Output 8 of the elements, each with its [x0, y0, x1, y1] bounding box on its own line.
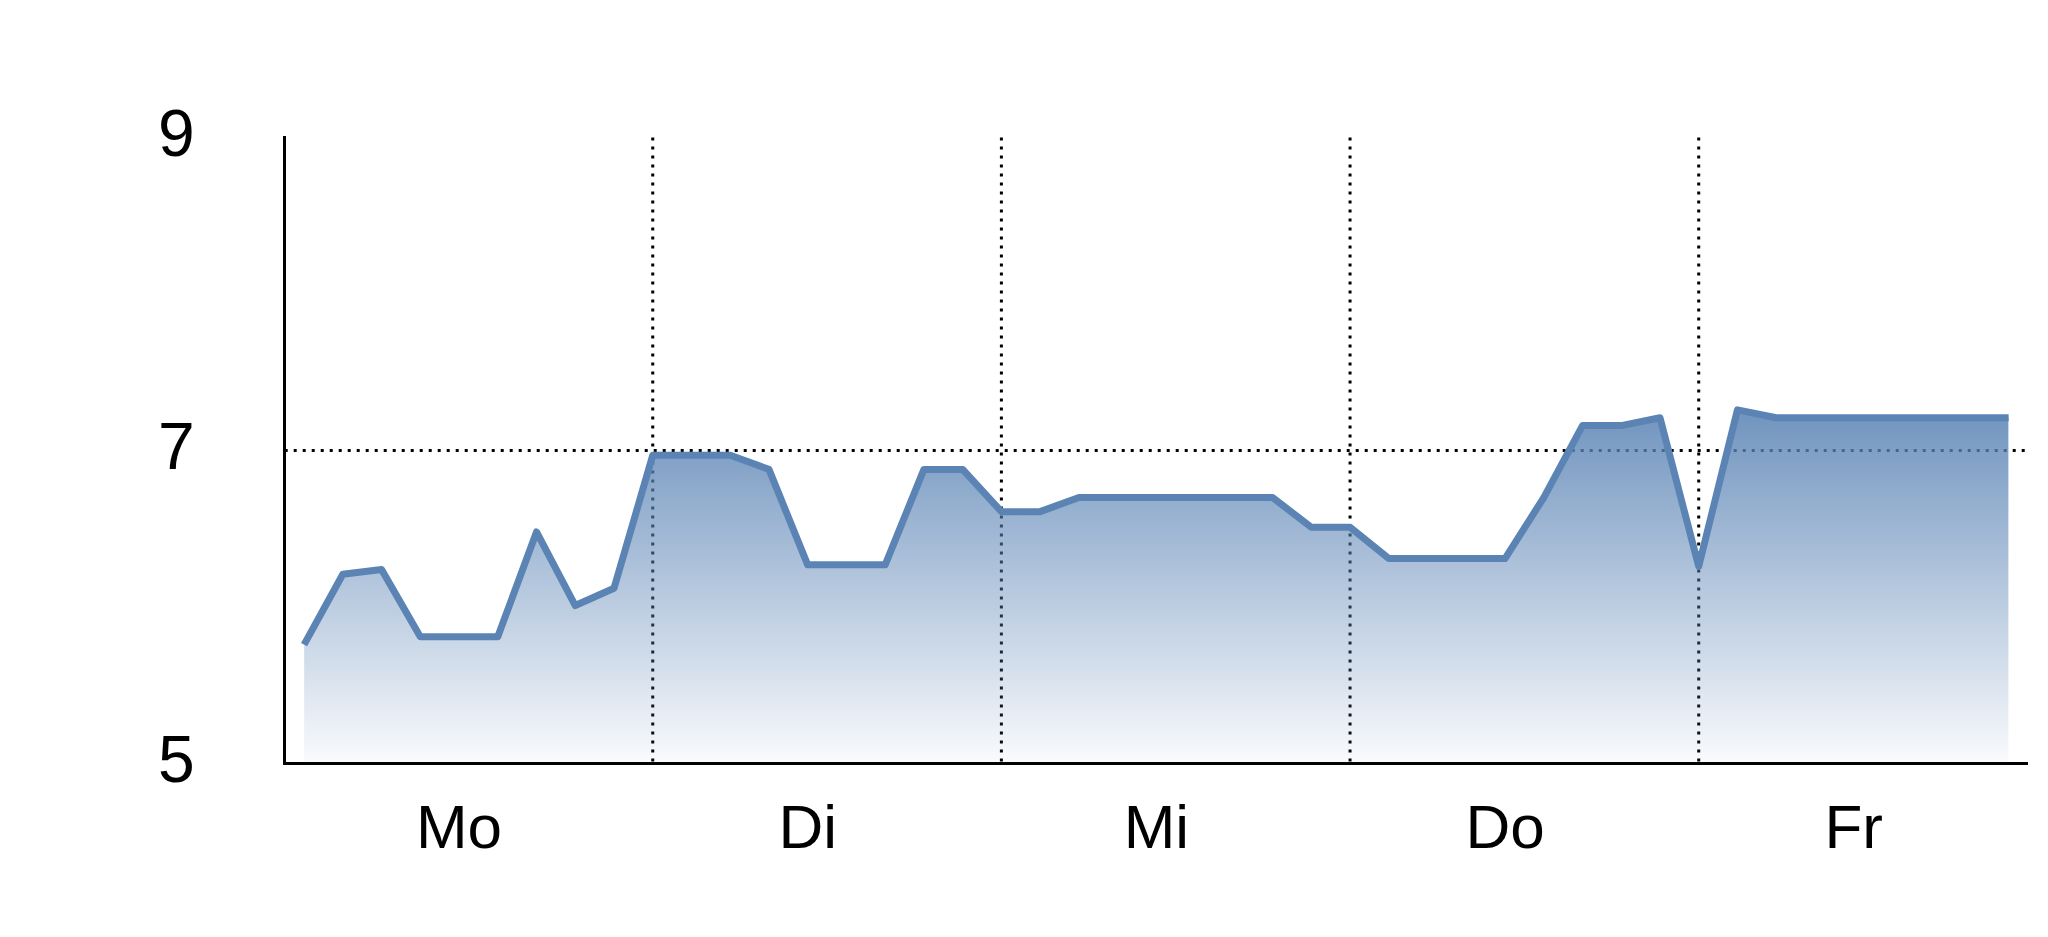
- x-tick-label: Mo: [415, 791, 503, 861]
- y-tick-label: 5: [157, 721, 195, 796]
- x-tick-label: Mi: [1123, 791, 1190, 861]
- y-tick-label: 7: [157, 408, 195, 483]
- y-tick-label: 9: [157, 95, 195, 170]
- x-tick-label: Do: [1465, 791, 1545, 861]
- x-tick-label: Di: [778, 791, 837, 861]
- x-tick-label: Fr: [1824, 791, 1883, 861]
